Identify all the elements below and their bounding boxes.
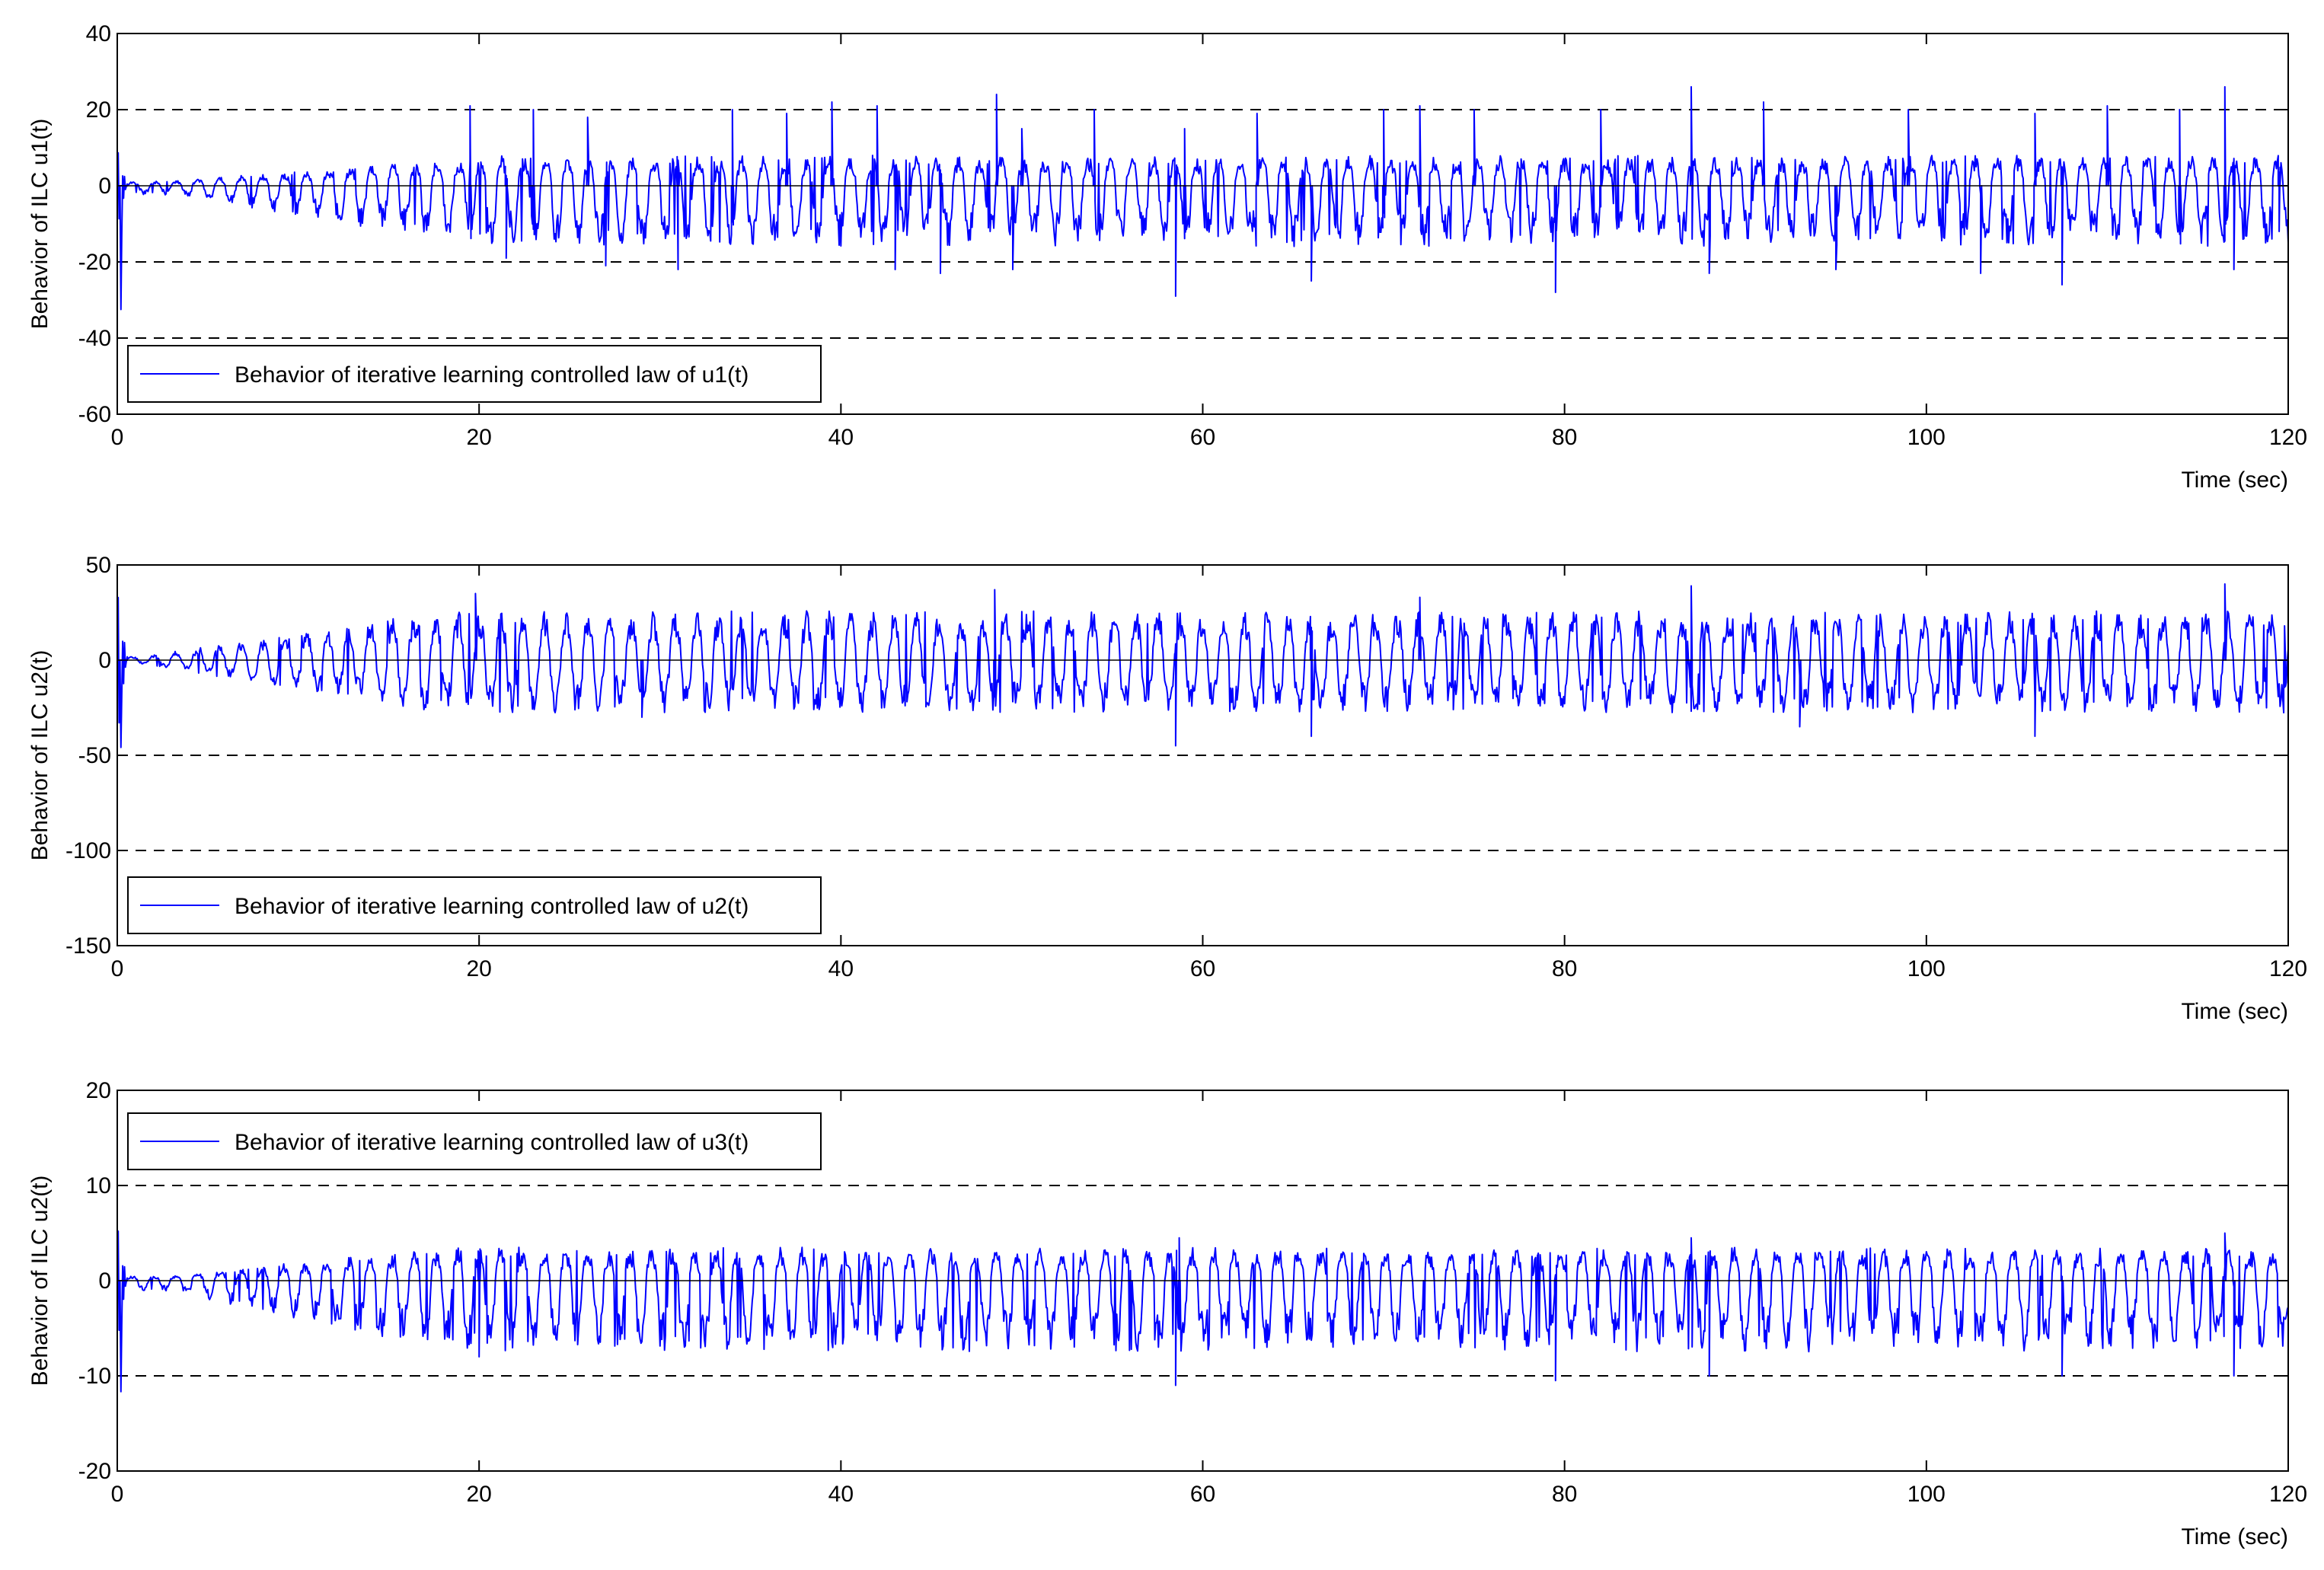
subplot-1: 0 20 40 60 80 100 120 -60 -40 -20 0 20 40 Time (sec) B… [27, 21, 2307, 493]
x-tick-label: 80 [1552, 425, 1577, 450]
x-tick-label: 120 [2269, 956, 2307, 981]
y-tick-label: 10 [86, 1173, 111, 1198]
y-tick-label: -60 [78, 402, 111, 427]
y-axis-label: Behavior of ILC u2(t) [27, 1176, 53, 1387]
y-tick-label: -10 [78, 1364, 111, 1389]
legend-box [127, 345, 822, 403]
series-line [117, 1230, 2289, 1393]
x-tick-label: 40 [828, 956, 854, 981]
x-tick-label: 120 [2269, 425, 2307, 450]
legend: Behavior of iterative learning controlle… [127, 876, 822, 934]
x-tick-label: 100 [1907, 1482, 1946, 1507]
x-tick-label: 80 [1552, 956, 1577, 981]
y-axis-label: Behavior of ILC u2(t) [27, 650, 53, 861]
y-tick-label: -100 [65, 838, 111, 863]
x-tick-label: 100 [1907, 425, 1946, 450]
y-tick-label: 0 [98, 174, 111, 199]
x-axis-label: Time (sec) [2181, 1524, 2288, 1549]
axes-frame [117, 1090, 2289, 1472]
legend-entry: Behavior of iterative learning controlle… [235, 362, 749, 388]
x-tick-label: 80 [1552, 1482, 1577, 1507]
x-tick-label: 120 [2269, 1482, 2307, 1507]
x-tick-label: 0 [111, 425, 124, 450]
x-tick-label: 60 [1190, 425, 1215, 450]
y-tick-label: -150 [65, 933, 111, 959]
y-tick-label: 50 [86, 553, 111, 578]
y-tick-label: 0 [98, 1268, 111, 1294]
y-tick-label: -40 [78, 326, 111, 351]
y-tick-label: 0 [98, 648, 111, 673]
legend-box [127, 876, 822, 934]
axes-frame [117, 33, 2289, 415]
x-axis-label: Time (sec) [2181, 467, 2288, 493]
series-line [117, 86, 2289, 311]
x-axis-label: Time (sec) [2181, 999, 2288, 1024]
subplot-3: 0 20 40 60 80 100 120 -20 -10 0 10 20 Time (sec) Beha… [27, 1078, 2307, 1549]
y-tick-label: 40 [86, 21, 111, 46]
x-tick-label: 0 [111, 956, 124, 981]
subplot-2: 0 20 40 60 80 100 120 -150 -100 -50 0 50 Time (sec) B… [27, 553, 2307, 1024]
legend: Behavior of iterative learning controlle… [127, 1112, 822, 1170]
legend: Behavior of iterative learning controlle… [127, 345, 822, 403]
x-tick-label: 40 [828, 1482, 854, 1507]
y-tick-label: -50 [78, 743, 111, 768]
x-tick-label: 20 [466, 1482, 491, 1507]
y-tick-label: 20 [86, 97, 111, 123]
x-tick-label: 20 [466, 956, 491, 981]
legend-box [127, 1112, 822, 1170]
x-tick-label: 60 [1190, 956, 1215, 981]
x-tick-label: 40 [828, 425, 854, 450]
series-line [117, 583, 2289, 748]
legend-entry: Behavior of iterative learning controlle… [235, 894, 749, 919]
legend-entry: Behavior of iterative learning controlle… [235, 1130, 749, 1155]
axes-frame [117, 564, 2289, 946]
x-tick-label: 20 [466, 425, 491, 450]
y-tick-label: 20 [86, 1078, 111, 1103]
y-tick-label: -20 [78, 1459, 111, 1484]
y-axis-label: Behavior of ILC u1(t) [27, 119, 53, 330]
y-tick-label: -20 [78, 250, 111, 275]
x-tick-label: 60 [1190, 1482, 1215, 1507]
x-tick-label: 0 [111, 1482, 124, 1507]
x-tick-label: 100 [1907, 956, 1946, 981]
